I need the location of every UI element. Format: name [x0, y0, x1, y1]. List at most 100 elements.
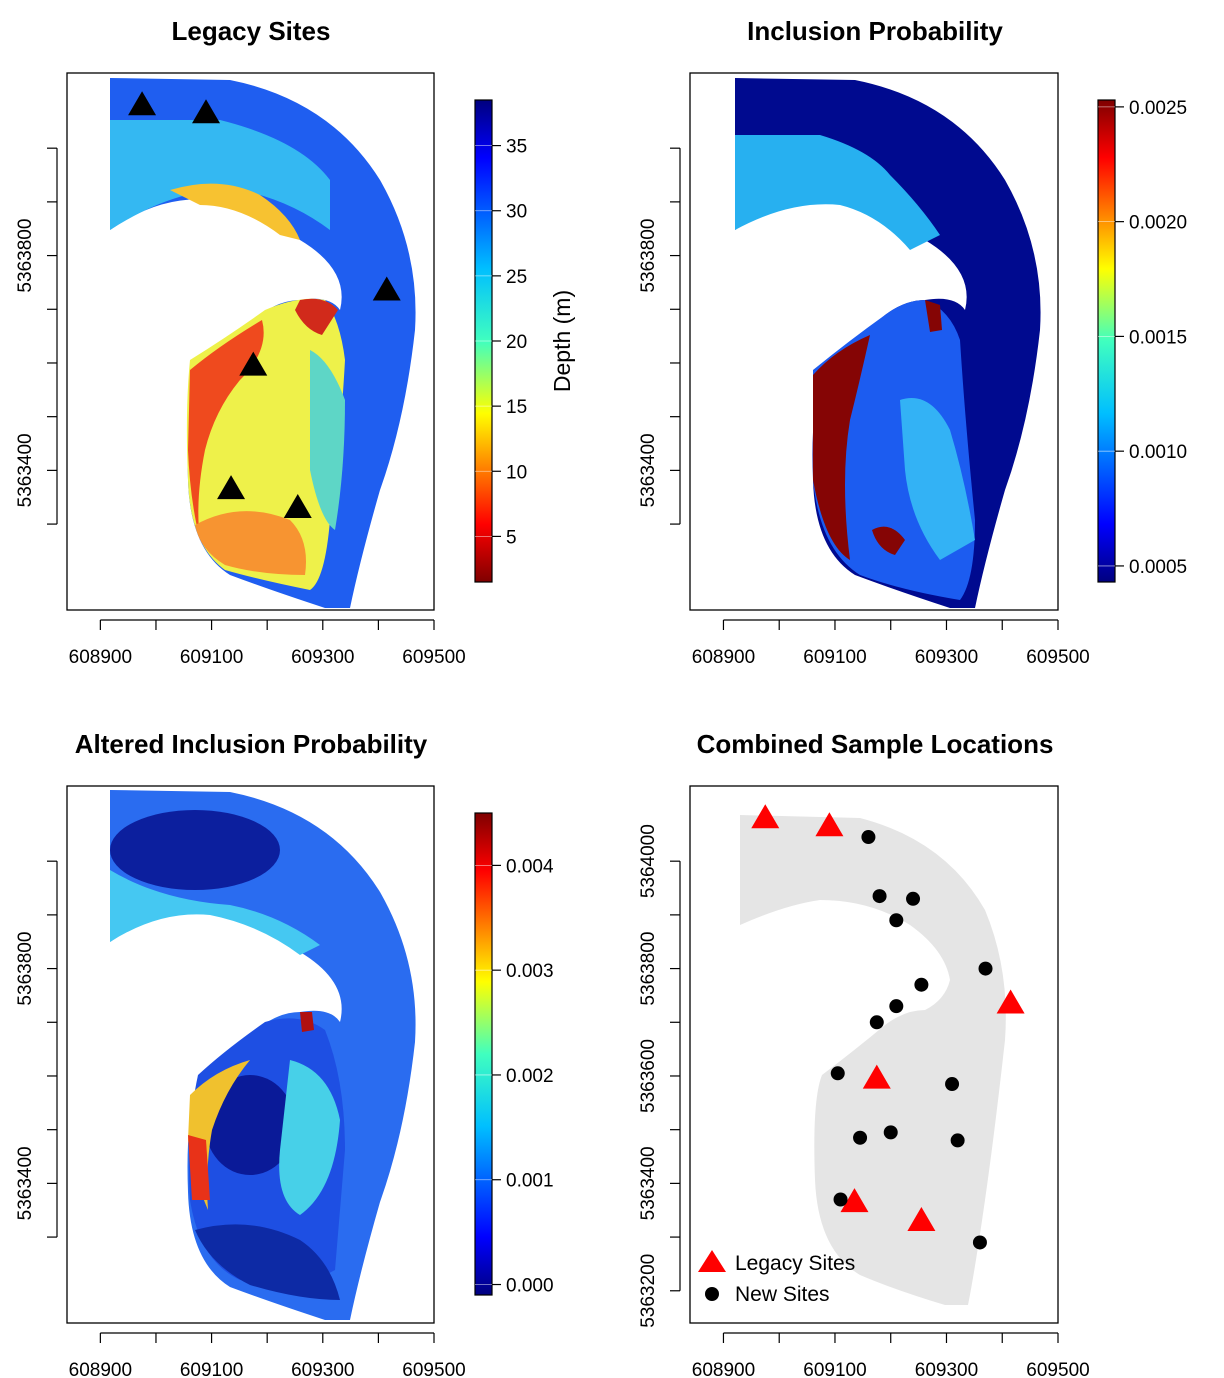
new-site-point	[872, 889, 887, 904]
y-tick-label: 5363400	[638, 1146, 659, 1220]
panel-title: Legacy Sites	[172, 16, 331, 46]
new-site-point	[950, 1133, 965, 1148]
y-axis: 5363400 5363800	[15, 860, 58, 1238]
panel-altered-inclusion-probability: Altered Inclusion Probability 608900 6091…	[15, 729, 554, 1378]
colorbar: 0.000 0.001 0.002 0.003 0.004	[474, 812, 554, 1297]
new-site-point	[914, 977, 929, 992]
x-tick-label: 609100	[180, 647, 243, 668]
x-axis: 608900 609100 609300 609500	[692, 619, 1090, 668]
y-axis: 5363400 5363800	[15, 147, 58, 525]
legacy-site-triangle	[372, 276, 401, 301]
colorbar-tick-label: 0.0025	[1129, 98, 1187, 119]
x-tick-label: 609300	[915, 647, 978, 668]
colorbar-tick-label: 0.0010	[1129, 442, 1187, 463]
legacy-site-point	[751, 804, 780, 829]
new-site-point	[972, 1235, 987, 1250]
new-site-point	[853, 1130, 868, 1145]
legend-label-new: New Sites	[735, 1283, 830, 1306]
legacy-site-triangle	[217, 475, 246, 500]
legend-circle-icon	[705, 1287, 719, 1301]
colorbar-ticks: 0.0005 0.0010 0.0015 0.0020 0.0025	[1098, 98, 1187, 578]
study-area	[740, 815, 1006, 1305]
legacy-site-point	[862, 1064, 891, 1089]
colorbar-tick-label: 0.001	[506, 1171, 554, 1192]
legacy-site-triangle	[283, 493, 312, 518]
x-tick-label: 609500	[402, 647, 465, 668]
x-tick-label: 608900	[692, 647, 755, 668]
colorbar-tick-label: 0.0005	[1129, 557, 1187, 578]
panel-title: Inclusion Probability	[747, 16, 1003, 46]
panel-title: Altered Inclusion Probability	[75, 729, 428, 759]
colorbar-tick-label: 0.0020	[1129, 213, 1187, 234]
y-tick-label: 5363800	[15, 219, 36, 293]
y-tick-label: 5363200	[638, 1254, 659, 1328]
panel-legacy-sites: Legacy Sites 608900 609100 609300 609500 53…	[15, 16, 575, 668]
plot-frame	[66, 72, 435, 611]
sample-points	[751, 804, 1025, 1250]
colorbar-ramp	[474, 812, 493, 1296]
colorbar-ticks: 5 10 15 20 25 30 35	[475, 137, 527, 548]
new-site-point	[889, 999, 904, 1014]
colorbar-tick-label: 0.003	[506, 961, 554, 982]
y-tick-label: 5363800	[15, 932, 36, 1006]
legacy-site-point	[996, 989, 1025, 1014]
legacy-site-point	[907, 1206, 936, 1231]
panel-combined-sample-locations: Combined Sample Locations 608900 609100 60…	[638, 729, 1090, 1378]
plot-frame	[689, 785, 1059, 1324]
plot-frame	[66, 785, 435, 1324]
x-tick-label: 609300	[291, 647, 354, 668]
x-tick-label: 608900	[69, 647, 132, 668]
y-tick-label: 5363400	[15, 433, 36, 507]
y-tick-label: 5363600	[638, 1039, 659, 1113]
colorbar-tick-label: 0.002	[506, 1066, 554, 1087]
x-tick-label: 609100	[180, 1360, 243, 1378]
x-tick-label: 609500	[1026, 1360, 1089, 1378]
x-tick-label: 609300	[915, 1360, 978, 1378]
plot-frame	[689, 72, 1059, 611]
panel-title: Combined Sample Locations	[697, 729, 1054, 759]
new-site-point	[869, 1015, 884, 1030]
y-axis: 5363200 5363400 5363600 5363800 5364000	[638, 824, 681, 1328]
new-site-point	[945, 1077, 960, 1092]
legacy-site-triangle	[192, 99, 221, 124]
new-site-point	[883, 1125, 898, 1140]
new-site-point	[861, 830, 876, 845]
legend-triangle-icon	[698, 1250, 726, 1272]
x-tick-label: 608900	[692, 1360, 755, 1378]
new-site-point	[830, 1066, 845, 1081]
colorbar-tick-label: 5	[506, 527, 517, 548]
legacy-site-markers	[128, 91, 401, 518]
colorbar-tick-label: 0.004	[506, 856, 554, 877]
legend-label-legacy: Legacy Sites	[735, 1252, 855, 1275]
colorbar-tick-label: 35	[506, 137, 527, 158]
y-tick-label: 5363800	[638, 932, 659, 1006]
raster	[110, 78, 416, 608]
panel-inclusion-probability: Inclusion Probability 608900 609100 609300…	[638, 16, 1187, 668]
y-axis: 5363400 5363800	[638, 147, 681, 525]
legend: Legacy Sites New Sites	[698, 1250, 855, 1306]
colorbar-tick-label: 10	[506, 462, 527, 483]
x-tick-label: 609100	[803, 647, 866, 668]
y-tick-label: 5363400	[638, 433, 659, 507]
y-tick-label: 5363800	[638, 219, 659, 293]
raster	[110, 790, 416, 1320]
colorbar-label: Depth (m)	[549, 290, 575, 392]
x-tick-label: 609500	[1026, 647, 1089, 668]
colorbar-ramp	[1097, 99, 1116, 583]
colorbar-tick-label: 0.0015	[1129, 327, 1187, 348]
x-tick-label: 609100	[803, 1360, 866, 1378]
colorbar: 0.0005 0.0010 0.0015 0.0020 0.0025	[1097, 98, 1187, 583]
colorbar: 5 10 15 20 25 30 35 Depth (m)	[474, 99, 575, 583]
x-axis: 608900 609100 609300 609500	[69, 619, 466, 668]
colorbar-tick-label: 15	[506, 397, 527, 418]
y-tick-label: 5363400	[15, 1146, 36, 1220]
colorbar-tick-label: 25	[506, 267, 527, 288]
legacy-site-point	[815, 812, 844, 837]
colorbar-tick-label: 20	[506, 332, 527, 353]
x-axis: 608900 609100 609300 609500	[692, 1332, 1090, 1378]
raster	[735, 78, 1041, 608]
colorbar-tick-label: 0.000	[506, 1276, 554, 1297]
x-tick-label: 609300	[291, 1360, 354, 1378]
x-tick-label: 609500	[402, 1360, 465, 1378]
